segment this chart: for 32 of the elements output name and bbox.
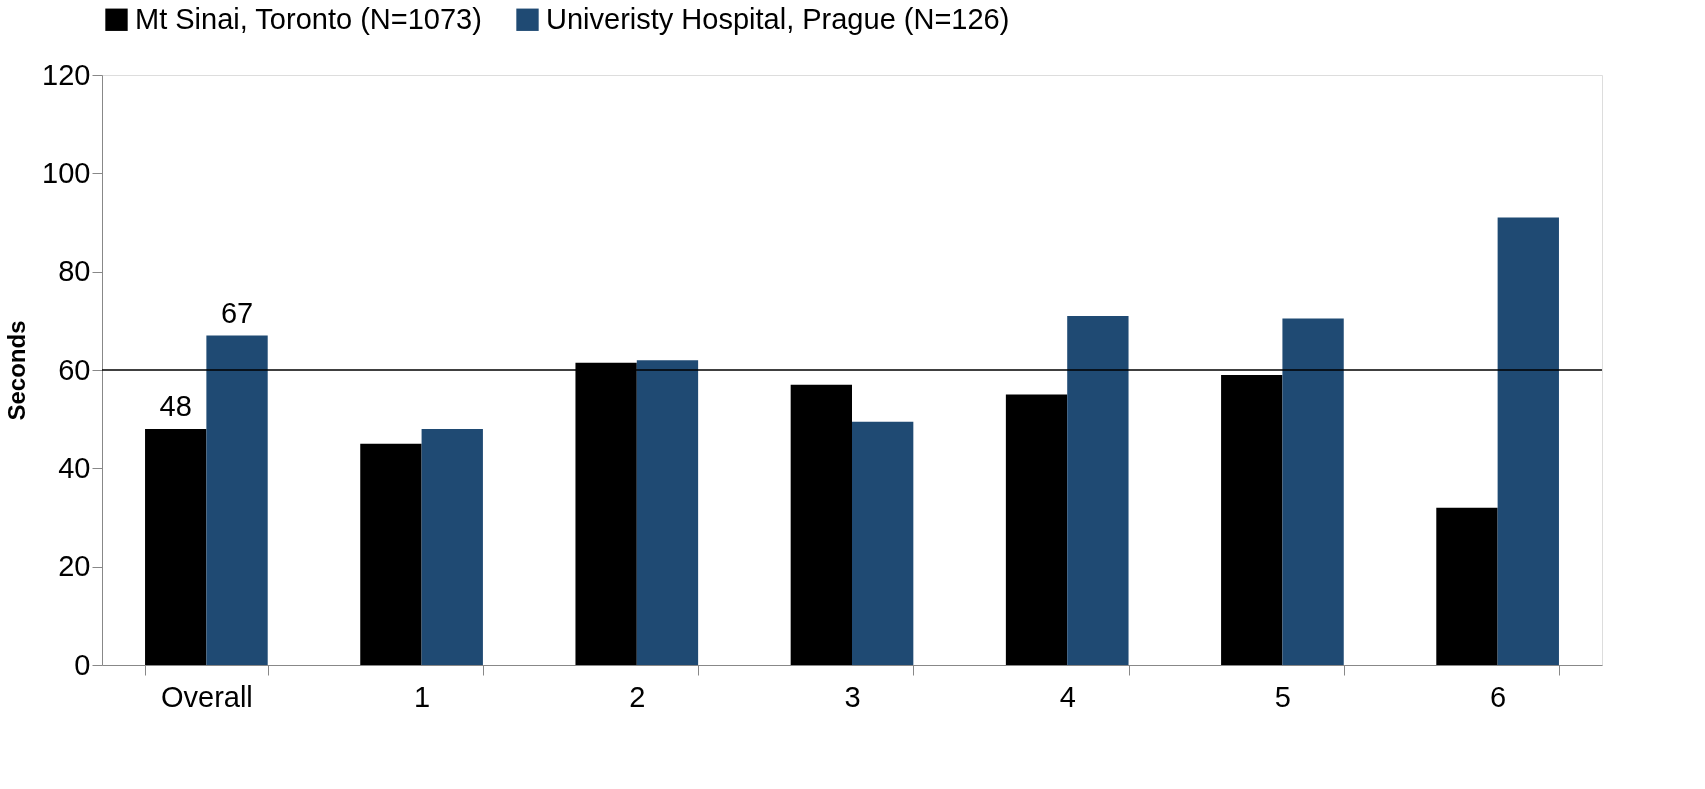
bar <box>1221 374 1283 665</box>
bar <box>145 429 207 665</box>
data-label: 67 <box>220 296 254 329</box>
bar <box>1497 217 1559 665</box>
bar <box>790 384 852 665</box>
y-tick-label: 100 <box>42 156 91 189</box>
x-tick-label: Overall <box>160 680 253 713</box>
bar <box>421 429 483 665</box>
y-tick-label: 0 <box>74 648 91 681</box>
x-tick-label: 3 <box>844 680 861 713</box>
bar <box>852 421 914 665</box>
bar <box>1436 507 1498 665</box>
bar <box>206 335 268 665</box>
y-tick-label: 40 <box>58 451 91 484</box>
y-axis-title: Seconds <box>3 320 31 421</box>
x-tick-label: 2 <box>629 680 646 713</box>
x-tick-label: 5 <box>1274 680 1291 713</box>
legend-label: Mt Sinai, Toronto (N=1073) <box>135 2 482 35</box>
x-tick-label: 4 <box>1059 680 1076 713</box>
legend-label: Univeristy Hospital, Prague (N=126) <box>546 2 1010 35</box>
bar <box>1282 318 1344 665</box>
bar <box>1067 315 1129 665</box>
bar <box>1005 394 1068 665</box>
x-tick-label: 6 <box>1490 680 1507 713</box>
bar <box>360 443 422 665</box>
y-tick-label: 20 <box>58 550 91 583</box>
data-label: 48 <box>159 390 192 422</box>
y-tick-label: 120 <box>42 58 91 91</box>
x-tick-label: 1 <box>414 680 431 713</box>
y-tick-label: 80 <box>58 255 91 288</box>
y-tick-label: 60 <box>58 353 91 386</box>
bar <box>636 360 699 665</box>
